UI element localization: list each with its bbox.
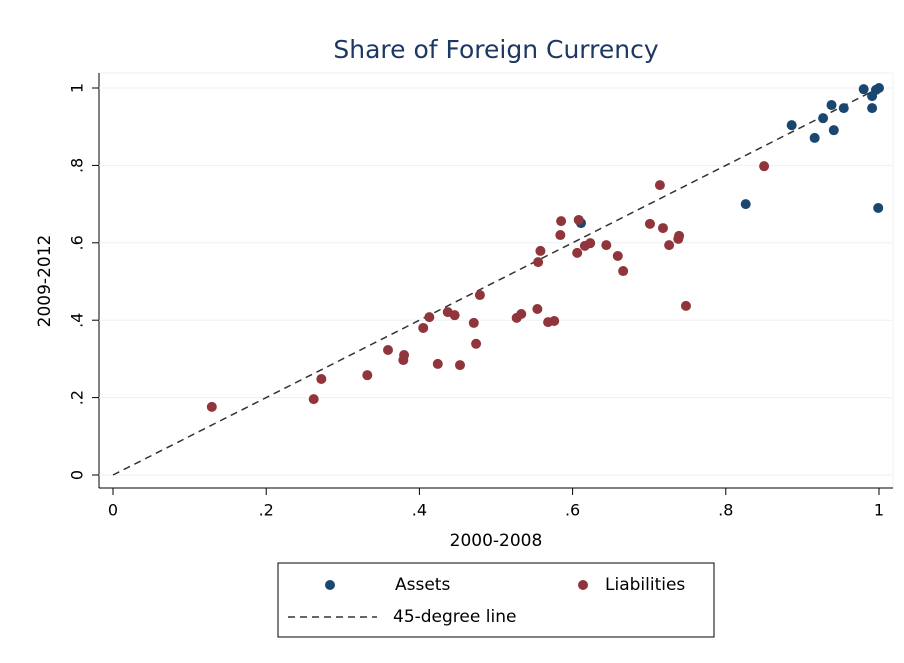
y-tick-label: 1: [68, 83, 87, 93]
x-tick-label: .6: [565, 501, 580, 520]
x-tick-label: 1: [874, 501, 884, 520]
point: [418, 322, 429, 333]
x-tick-label: .8: [718, 501, 733, 520]
y-tick-label: .6: [68, 235, 87, 250]
point: [516, 309, 527, 320]
point: [759, 161, 770, 172]
point: [585, 238, 596, 249]
x-tick-label: .2: [259, 501, 274, 520]
point: [838, 103, 849, 114]
y-tick-label: .4: [68, 313, 87, 328]
point: [555, 230, 566, 241]
point: [657, 223, 668, 234]
point: [618, 266, 629, 277]
point: [362, 370, 373, 381]
point: [873, 202, 884, 213]
point: [432, 358, 443, 369]
y-tick-label: .8: [68, 158, 87, 173]
point: [382, 344, 393, 355]
point: [818, 113, 829, 124]
point: [644, 218, 655, 229]
point: [449, 310, 460, 321]
y-axis-label: 2009-2012: [35, 235, 55, 328]
y-tick-label: .2: [68, 390, 87, 405]
point: [316, 374, 327, 385]
point: [468, 317, 479, 328]
point: [874, 83, 884, 93]
point: [399, 350, 410, 361]
point: [535, 245, 546, 256]
x-tick-label: .4: [412, 501, 427, 520]
legend-marker: [325, 580, 335, 590]
point: [572, 247, 583, 258]
point: [206, 401, 217, 412]
y-tick-label: 0: [68, 470, 87, 480]
point: [549, 315, 560, 326]
legend: [277, 562, 715, 638]
point: [809, 132, 820, 143]
point: [664, 240, 675, 251]
point: [858, 84, 869, 95]
legend-label: 45-degree line: [393, 607, 516, 627]
legend-marker: [578, 580, 588, 590]
point: [533, 257, 544, 268]
point: [556, 216, 567, 227]
point: [454, 360, 465, 371]
chart-title: Share of Foreign Currency: [333, 35, 658, 64]
point: [680, 300, 691, 311]
plot-region: [98, 72, 894, 489]
point: [612, 250, 623, 261]
point: [786, 120, 797, 131]
point: [826, 100, 837, 111]
point: [740, 199, 751, 210]
point: [424, 312, 435, 323]
point: [532, 303, 543, 314]
legend-label: Liabilities: [605, 575, 685, 595]
point: [674, 230, 685, 241]
x-axis-label: 2000-2008: [450, 531, 543, 551]
point: [654, 180, 665, 191]
legend-label: Assets: [395, 575, 450, 595]
point: [601, 240, 612, 251]
point: [867, 103, 878, 114]
point: [474, 290, 485, 301]
point: [828, 125, 839, 136]
x-tick-label: 0: [108, 501, 118, 520]
point: [471, 338, 482, 349]
point: [308, 394, 319, 405]
point: [573, 214, 584, 225]
